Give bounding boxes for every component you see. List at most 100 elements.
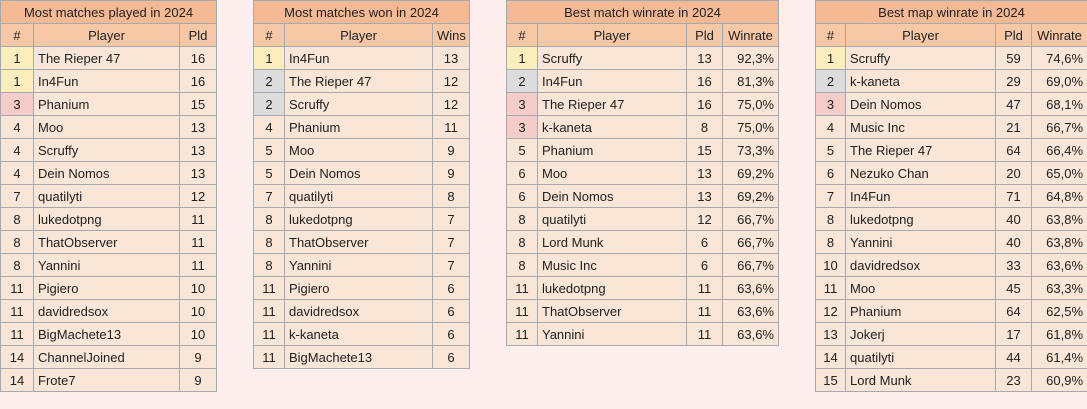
rank-cell: 14 [0,368,34,392]
rank-cell: 8 [506,207,538,231]
table-row: 11 davidredsox 10 [0,299,218,323]
table-row: 8 Yannini 7 [253,253,470,277]
count-cell: 9 [178,345,218,369]
rank-cell: 6 [506,161,538,185]
table-row: 5 Moo 9 [253,138,470,162]
player-cell: Music Inc [845,115,996,139]
winrate-cell: 66,7% [1030,115,1087,139]
rank-cell: 2 [253,92,285,116]
rank-cell: 8 [815,207,846,231]
table-row: 11 lukedotpng 11 63,6% [506,276,779,300]
table-row: 13 Jokerj 17 61,8% [815,322,1087,346]
rank-cell: 8 [815,230,846,254]
rank-cell: 3 [506,115,538,139]
table-body: 1 The Rieper 47 16 1 In4Fun 16 3 Phanium 15 4 Moo 1… [0,46,218,392]
count-cell: 13 [178,161,218,185]
rank-cell: 11 [0,299,34,323]
table-row: 7 quatilyti 12 [0,184,218,208]
winrate-cell: 64,8% [1030,184,1087,208]
rank-cell: 11 [506,276,538,300]
count-cell: 33 [995,253,1032,277]
count-cell: 59 [995,46,1032,70]
player-cell: Jokerj [845,322,996,346]
table-row: 11 Pigiero 6 [253,276,470,300]
count-cell: 9 [178,368,218,392]
player-cell: Dein Nomos [284,161,433,185]
rank-cell: 6 [506,184,538,208]
header-played: Pld [995,23,1032,47]
table-row: 11 Moo 45 63,3% [815,276,1087,300]
rank-cell: 3 [0,92,34,116]
table-row: 6 Moo 13 69,2% [506,161,779,185]
player-cell: k-kaneta [845,69,996,93]
count-cell: 16 [178,69,218,93]
winrate-cell: 69,2% [722,184,779,208]
most-matches-won-table: Most matches won in 2024 # Player Wins 1… [253,0,470,369]
count-cell: 6 [432,345,470,369]
header-wins: Wins [432,23,470,47]
count-cell: 13 [432,46,470,70]
rank-cell: 8 [0,207,34,231]
count-cell: 71 [995,184,1032,208]
header-winrate: Winrate [722,23,779,47]
table-row: 10 davidredsox 33 63,6% [815,253,1087,277]
count-cell: 64 [995,299,1032,323]
winrate-cell: 66,7% [722,207,779,231]
count-cell: 11 [686,299,723,323]
table-row: 12 Phanium 64 62,5% [815,299,1087,323]
rank-cell: 1 [506,46,538,70]
table-body: 1 Scruffy 59 74,6% 2 k-kaneta 29 69,0% 3 Dein Nom… [815,46,1087,392]
player-cell: Lord Munk [845,368,996,392]
table-row: 11 k-kaneta 6 [253,322,470,346]
player-cell: lukedotpng [537,276,687,300]
player-cell: Yannini [33,253,180,277]
rank-cell: 8 [0,230,34,254]
table-row: 8 lukedotpng 7 [253,207,470,231]
player-cell: lukedotpng [284,207,433,231]
count-cell: 8 [686,115,723,139]
player-cell: In4Fun [33,69,180,93]
player-cell: Yannini [845,230,996,254]
player-cell: k-kaneta [284,322,433,346]
table-title: Best map winrate in 2024 [814,0,1087,24]
count-cell: 11 [432,115,470,139]
rank-cell: 14 [815,345,846,369]
winrate-cell: 73,3% [722,138,779,162]
rank-cell: 8 [506,230,538,254]
count-cell: 6 [432,299,470,323]
count-cell: 16 [686,92,723,116]
rank-cell: 11 [253,299,285,323]
player-cell: The Rieper 47 [284,69,433,93]
rank-cell: 3 [815,92,846,116]
rank-cell: 11 [0,276,34,300]
winrate-cell: 75,0% [722,92,779,116]
player-cell: k-kaneta [537,115,687,139]
table-title: Most matches won in 2024 [253,0,470,24]
table-row: 8 lukedotpng 11 [0,207,218,231]
table-row: 3 Phanium 15 [0,92,218,116]
player-cell: davidredsox [284,299,433,323]
rank-cell: 1 [0,46,34,70]
player-cell: BigMachete13 [284,345,433,369]
header-rank: # [815,23,846,47]
table-row: 7 In4Fun 71 64,8% [815,184,1087,208]
header-rank: # [506,23,538,47]
player-cell: BigMachete13 [33,322,180,346]
rank-cell: 15 [815,368,846,392]
rank-cell: 11 [253,345,285,369]
rank-cell: 8 [0,253,34,277]
winrate-cell: 69,2% [722,161,779,185]
rank-cell: 14 [0,345,34,369]
table-row: 4 Scruffy 13 [0,138,218,162]
winrate-cell: 60,9% [1030,368,1087,392]
table-row: 14 ChannelJoined 9 [0,345,218,369]
rank-cell: 7 [253,184,285,208]
count-cell: 10 [178,322,218,346]
count-cell: 47 [995,92,1032,116]
rank-cell: 5 [815,138,846,162]
count-cell: 9 [432,138,470,162]
player-cell: Nezuko Chan [845,161,996,185]
count-cell: 40 [995,230,1032,254]
table-row: 8 Music Inc 6 66,7% [506,253,779,277]
player-cell: Pigiero [33,276,180,300]
